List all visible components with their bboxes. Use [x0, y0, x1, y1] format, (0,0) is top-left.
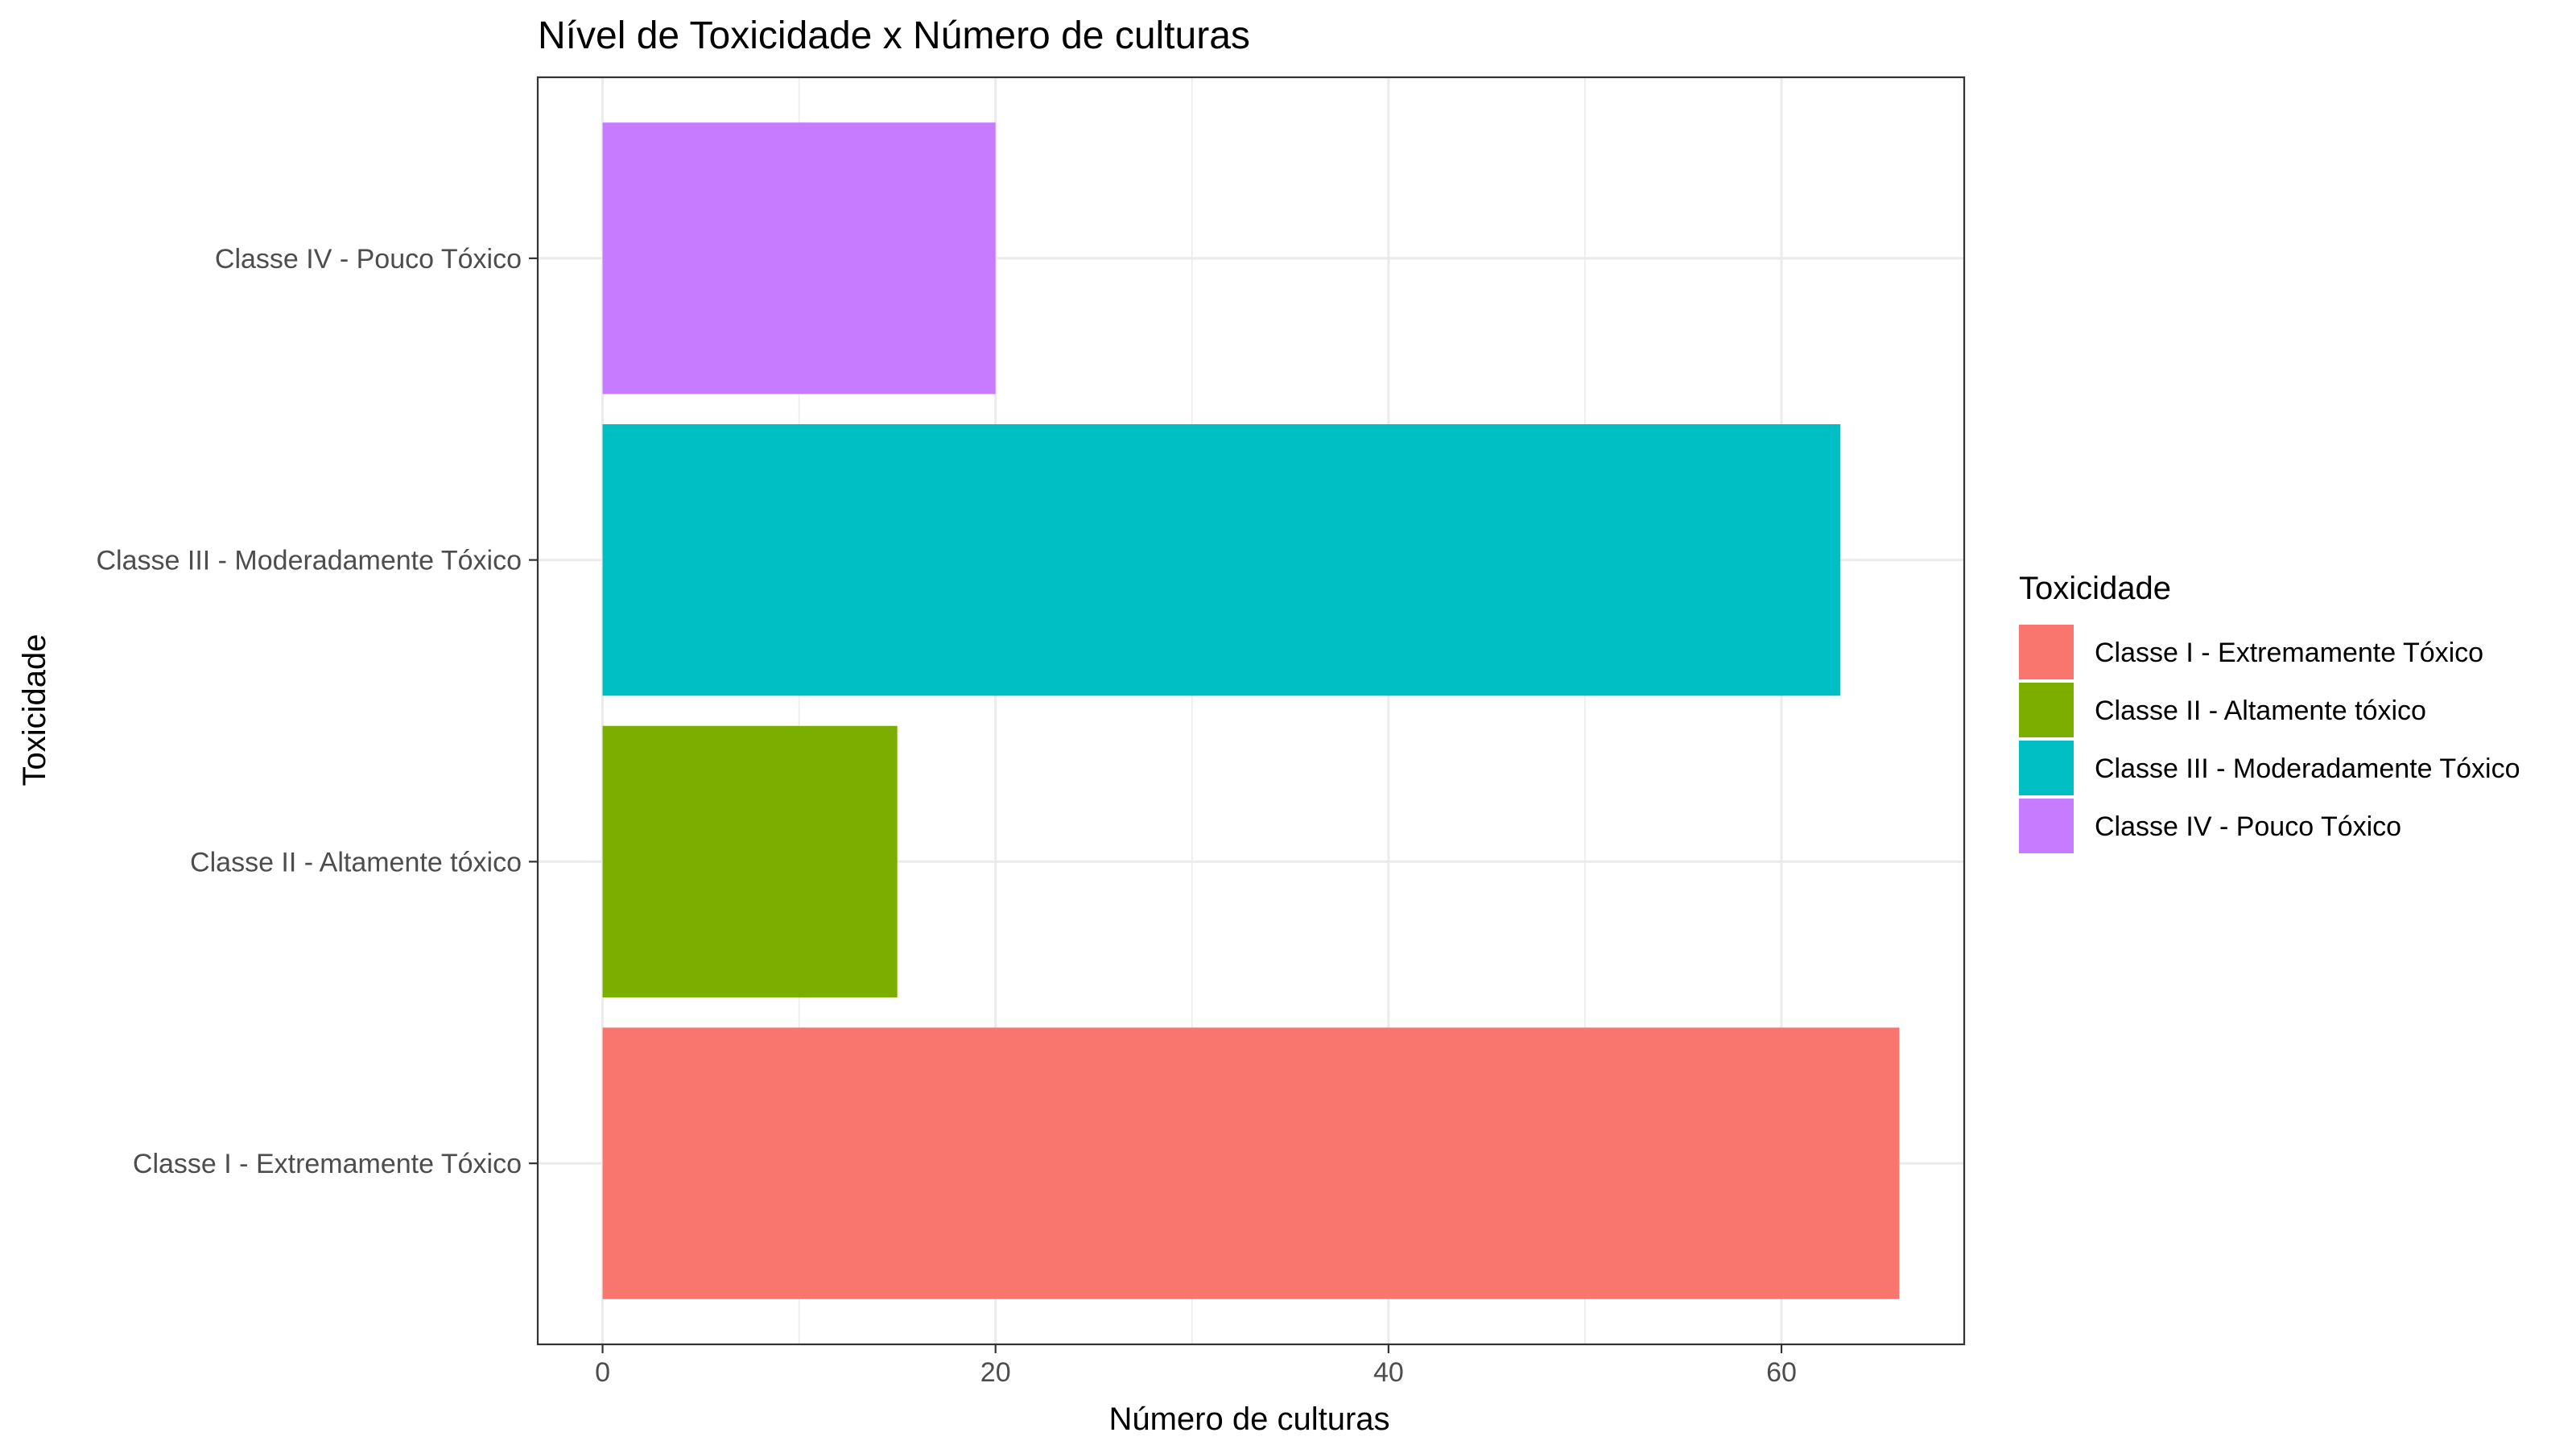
- legend-label-classe-i-extremamente-toxico: Classe I - Extremamente Tóxico: [2095, 638, 2483, 668]
- chart-title: Nível de Toxicidade x Número de culturas: [538, 14, 1250, 57]
- y-tick-label: Classe III - Moderadamente Tóxico: [97, 546, 522, 576]
- legend-key-classe-ii-altamente-toxico: [2019, 683, 2074, 737]
- legend-label-classe-iv-pouco-toxico: Classe IV - Pouco Tóxico: [2095, 811, 2401, 842]
- x-tick-label: 60: [1766, 1357, 1797, 1388]
- legend-title: Toxicidade: [2019, 571, 2171, 606]
- bar-classe-iv-pouco-toxico: [602, 122, 996, 394]
- legend-key-classe-iv-pouco-toxico: [2019, 799, 2074, 853]
- legend-label-classe-iii-moderadamente-toxico: Classe III - Moderadamente Tóxico: [2095, 753, 2520, 784]
- legend: Toxicidade Classe I - Extremamente Tóxic…: [2019, 571, 2520, 853]
- axes: 0 20 40 60 Classe I - Extremamente Tóxico Cla…: [97, 244, 1797, 1388]
- legend-key-classe-iii-moderadamente-toxico: [2019, 741, 2074, 795]
- x-tick-label: 20: [980, 1357, 1011, 1388]
- y-tick-label: Classe IV - Pouco Tóxico: [215, 244, 522, 275]
- y-axis-title: Toxicidade: [17, 634, 52, 786]
- x-tick-label: 0: [595, 1357, 610, 1388]
- plot-panel-border: [536, 76, 1966, 1346]
- bar-classe-iii-moderadamente-toxico: [602, 423, 1841, 696]
- bar-classe-ii-altamente-toxico: [602, 725, 898, 998]
- y-tick-label: Classe II - Altamente tóxico: [190, 847, 522, 877]
- bar-classe-i-extremamente-toxico: [602, 1027, 1900, 1299]
- x-tick-label: 40: [1373, 1357, 1404, 1388]
- legend-key-classe-i-extremamente-toxico: [2019, 625, 2074, 679]
- legend-label-classe-ii-altamente-toxico: Classe II - Altamente tóxico: [2095, 696, 2426, 726]
- x-axis-title: Número de culturas: [1108, 1402, 1389, 1437]
- y-tick-label: Classe I - Extremamente Tóxico: [133, 1149, 522, 1179]
- bars: [602, 122, 1900, 1299]
